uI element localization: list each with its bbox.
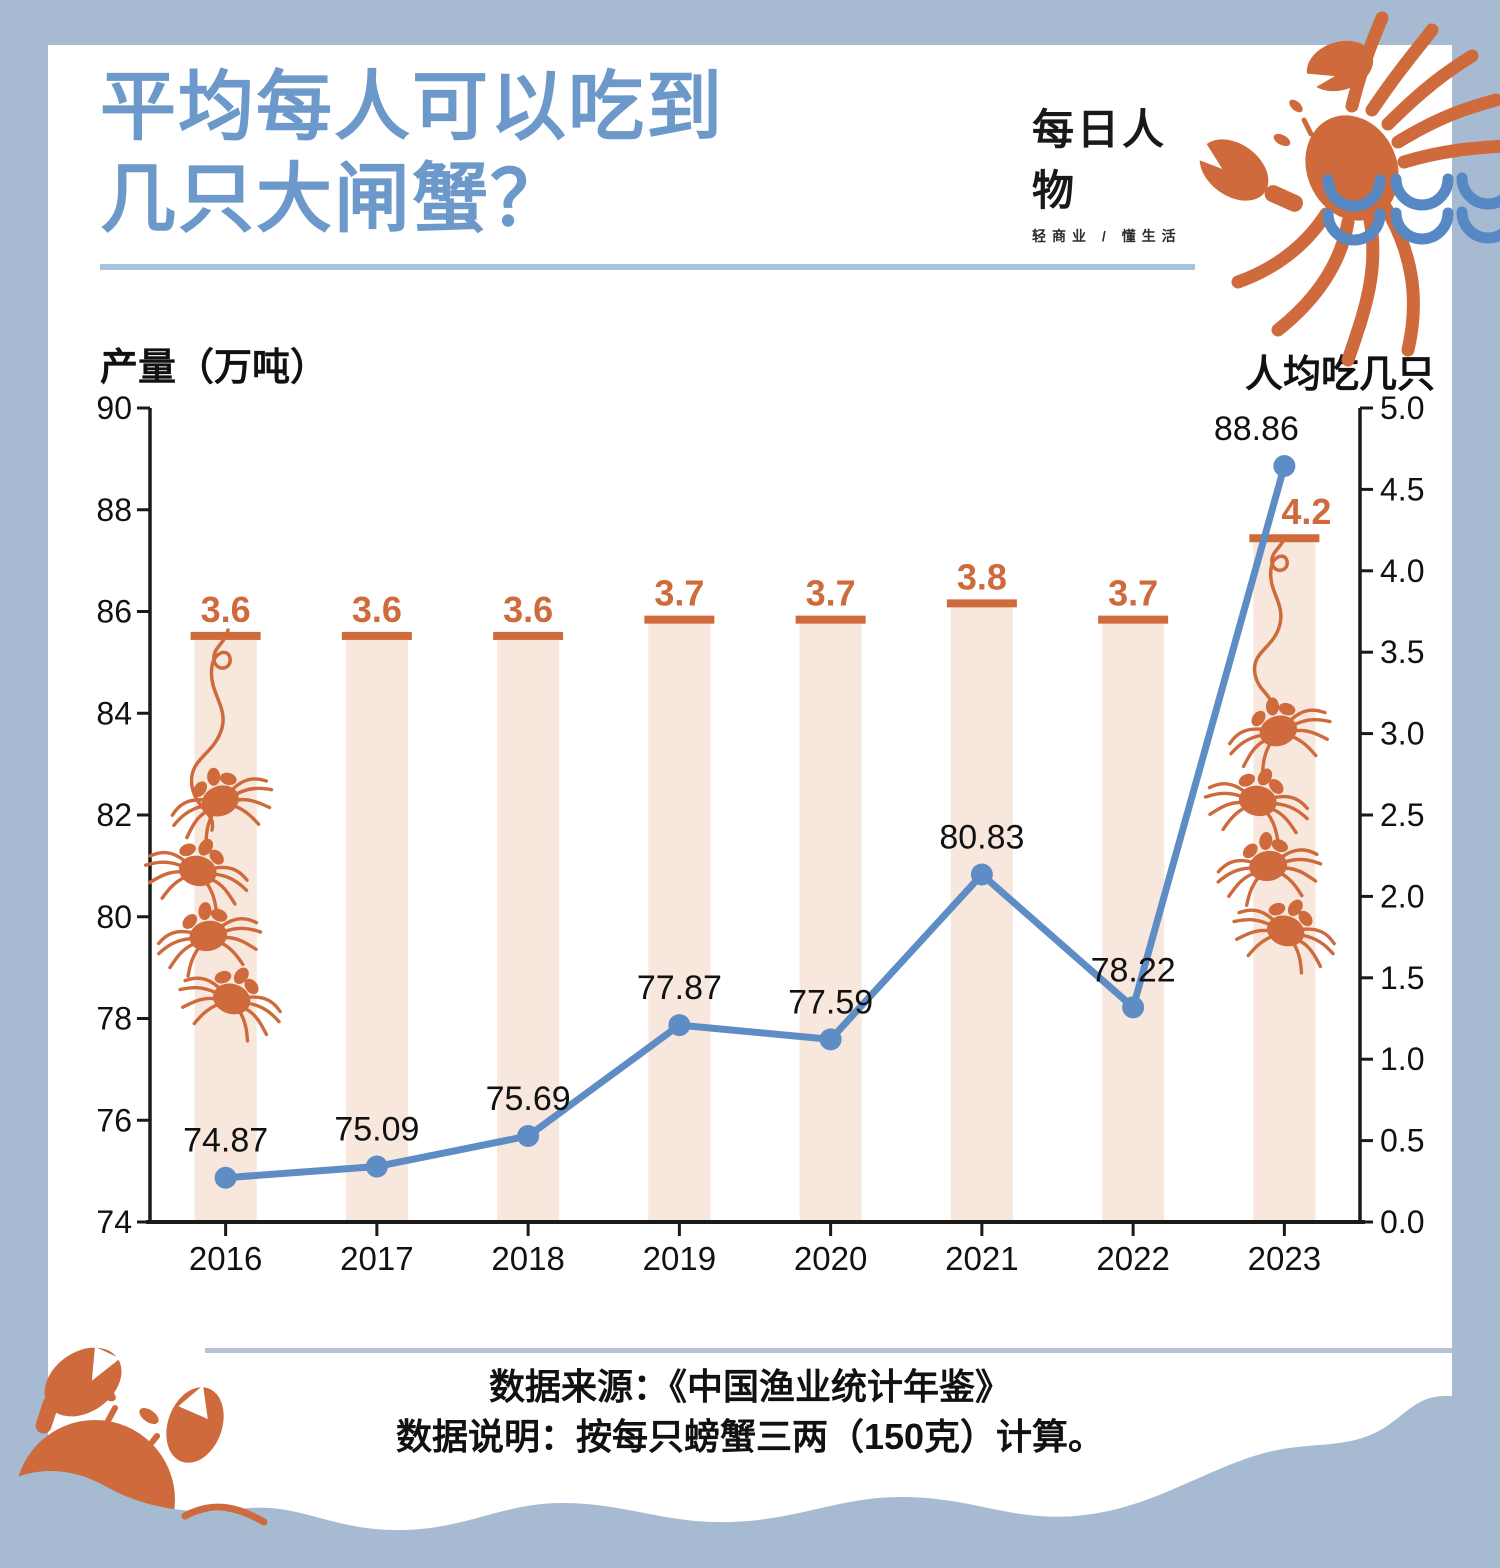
left-axis-title: 产量（万吨） — [100, 347, 329, 389]
data-source: 数据来源：《中国渔业统计年鉴》 — [488, 1366, 1011, 1407]
page-title: 平均每人可以吃到 几只大闸蟹？ — [100, 62, 1200, 246]
title-line-1: 平均每人可以吃到 — [100, 65, 724, 150]
right-axis-title: 人均吃几只 — [1244, 354, 1435, 396]
data-note: 数据说明：按每只螃蟹三两（150克）计算。 — [395, 1416, 1105, 1457]
title-underline — [100, 264, 1195, 270]
footer-divider — [205, 1348, 1452, 1353]
brand-name: 每日人物 — [1032, 106, 1168, 214]
title-line-2: 几只大闸蟹？ — [100, 157, 568, 242]
brand-logo: 每日人物 轻商业 / 懂生活 — [1032, 96, 1202, 246]
brand-tagline: 轻商业 / 懂生活 — [1032, 228, 1182, 244]
content-panel — [48, 45, 1452, 1568]
footer: 数据来源：《中国渔业统计年鉴》 数据说明：按每只螃蟹三两（150克）计算。 — [48, 1362, 1452, 1462]
